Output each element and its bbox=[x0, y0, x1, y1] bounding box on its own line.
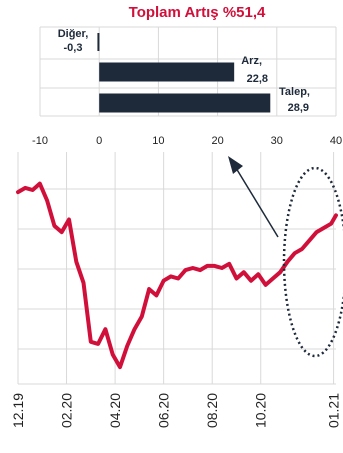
x-tick-label: -10 bbox=[32, 135, 48, 147]
bar-value-label: 22,8 bbox=[247, 73, 268, 85]
bar-category-label: Arz, bbox=[241, 55, 262, 67]
annotation-arrow-line bbox=[235, 167, 279, 238]
bar bbox=[99, 93, 271, 113]
annotation bbox=[228, 156, 343, 358]
annotation-ellipse bbox=[282, 166, 343, 358]
x-tick-label: 0 bbox=[96, 135, 102, 147]
bar-chart-title: Toplam Artış %51,4 bbox=[129, 4, 266, 21]
x-tick-label: 08.20 bbox=[204, 393, 220, 428]
series-line bbox=[16, 181, 338, 370]
line-chart: 12.19 02.20 04.20 06.20 08.20 10.20 01.21 bbox=[10, 152, 342, 428]
annotation-arrowhead bbox=[228, 156, 243, 174]
x-tick-label: 12.19 bbox=[10, 393, 26, 428]
x-tick-label: 01.21 bbox=[326, 393, 342, 428]
x-tick-label: 30 bbox=[271, 135, 283, 147]
bar-value-label: 28,9 bbox=[288, 102, 309, 114]
x-tick-label: 20 bbox=[211, 135, 223, 147]
bar bbox=[99, 62, 235, 82]
bar bbox=[97, 33, 100, 51]
x-tick-label: 10.20 bbox=[253, 393, 269, 428]
x-tick-label: 40 bbox=[330, 135, 342, 147]
x-tick-label: 04.20 bbox=[107, 393, 123, 428]
x-tick-label: 02.20 bbox=[59, 393, 75, 428]
bar-category-label: Diğer, bbox=[58, 28, 89, 40]
bar-category-label: Talep, bbox=[279, 86, 310, 98]
x-tick-label: 06.20 bbox=[156, 393, 172, 428]
bar-chart: -10 0 10 20 30 40 Diğer, -0,3 Arz, 22,8 Talep, 28,9 bbox=[32, 26, 342, 147]
x-tick-label: 10 bbox=[152, 135, 164, 147]
bar-value-label: -0,3 bbox=[64, 42, 83, 54]
